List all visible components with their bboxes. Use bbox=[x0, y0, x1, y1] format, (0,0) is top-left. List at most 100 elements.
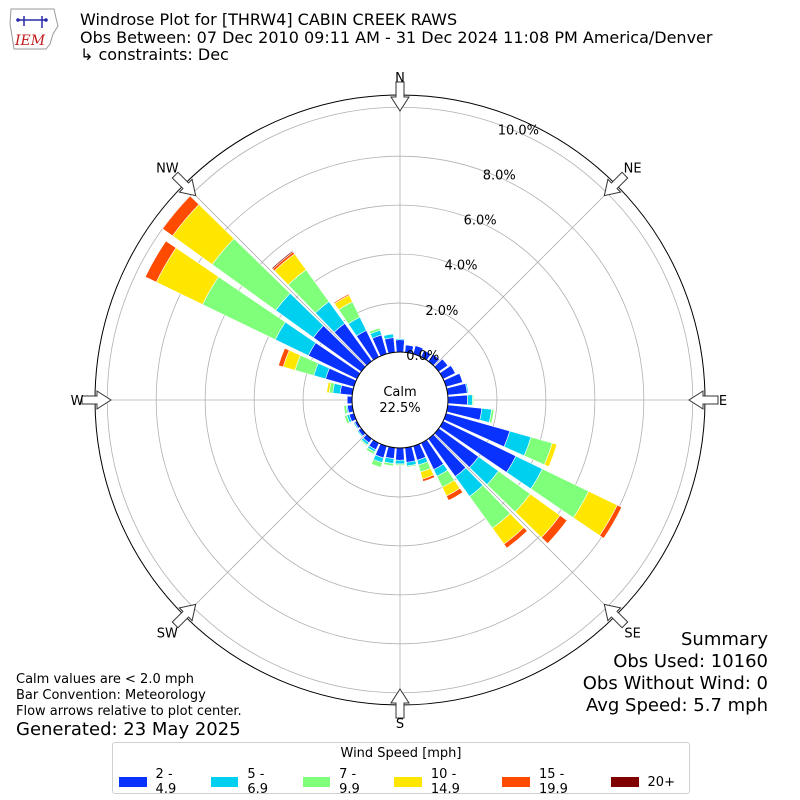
direction-arrow bbox=[603, 603, 629, 629]
windrose-bar-segment bbox=[370, 459, 383, 468]
legend-swatch bbox=[502, 777, 530, 787]
legend-swatch bbox=[210, 777, 239, 787]
windrose-bar-segment bbox=[394, 459, 406, 465]
iem-logo: IEM bbox=[9, 8, 59, 50]
legend-swatch bbox=[302, 777, 331, 787]
windrose-bar-segment bbox=[356, 429, 364, 438]
direction-arrow bbox=[171, 603, 197, 629]
windrose-bar-segment bbox=[395, 338, 405, 341]
legend-swatch bbox=[394, 777, 422, 787]
direction-arrow bbox=[603, 171, 629, 197]
direction-label: NE bbox=[624, 161, 642, 176]
direction-arrows bbox=[81, 81, 719, 719]
windrose-bar-segment bbox=[395, 339, 405, 353]
radial-tick-label: 4.0% bbox=[444, 259, 477, 274]
direction-label: S bbox=[396, 717, 404, 732]
windrose-bar-segment bbox=[465, 382, 469, 394]
chart-constraints: ↳ constraints: Dec bbox=[80, 45, 229, 64]
windrose-bar-segment bbox=[344, 414, 350, 425]
legend-item: 15 - 19.9 bbox=[502, 767, 596, 797]
angular-gridline bbox=[184, 184, 367, 367]
legend-item: 7 - 9.9 bbox=[302, 767, 381, 797]
radial-tick-label: 2.0% bbox=[425, 304, 458, 319]
windrose-bar-segment bbox=[488, 408, 495, 424]
windrose-bar-segment bbox=[395, 447, 405, 461]
direction-arrow bbox=[390, 81, 410, 112]
direction-arrow bbox=[171, 171, 197, 197]
windrose-bar-segment bbox=[503, 526, 528, 549]
angular-gridline bbox=[433, 184, 616, 367]
direction-label: E bbox=[719, 394, 727, 409]
legend-label: 20+ bbox=[647, 774, 675, 790]
windrose-bar-segment bbox=[333, 293, 350, 305]
windrose-bar-segment bbox=[446, 487, 464, 501]
windrose-bar-segment bbox=[278, 347, 290, 368]
logo-text: IEM bbox=[14, 33, 46, 49]
windrose-bar-segment bbox=[541, 514, 568, 544]
legend-items: 2 - 4.9 5 - 6.9 7 - 9.9 10 - 14.9 15 - 19.9 2… bbox=[119, 767, 689, 797]
summary-avg-speed: Avg Speed: 5.7 mph bbox=[586, 695, 768, 716]
legend-title: Wind Speed [mph] bbox=[340, 746, 462, 761]
legend-label: 15 - 19.9 bbox=[539, 767, 568, 797]
legend-label: 5 - 6.9 bbox=[247, 767, 269, 797]
windrose-bar-segment bbox=[346, 395, 353, 405]
summary-title: Summary bbox=[681, 629, 768, 650]
direction-label: SW bbox=[157, 627, 178, 642]
direction-label: W bbox=[71, 394, 84, 409]
windrose-bar-segment bbox=[360, 439, 369, 447]
direction-arrow bbox=[81, 390, 112, 410]
windrose-bar-segment bbox=[368, 327, 381, 335]
calm-value: 22.5% bbox=[379, 401, 420, 416]
windrose-bar-segment bbox=[383, 461, 394, 467]
windrose-bar-segment bbox=[406, 463, 417, 468]
flow-arrows-note: Flow arrows relative to plot center. bbox=[16, 704, 242, 719]
angular-gridline bbox=[184, 433, 367, 616]
radial-tick-label: 6.0% bbox=[464, 214, 497, 229]
direction-arrow bbox=[688, 390, 719, 410]
radial-tick-label: 10.0% bbox=[498, 124, 539, 139]
windrose-bar-segment bbox=[471, 394, 474, 406]
generated-date: Generated: 23 May 2025 bbox=[16, 719, 241, 740]
summary-obs-used: Obs Used: 10160 bbox=[613, 651, 768, 672]
legend-item: 5 - 6.9 bbox=[210, 767, 289, 797]
windrose-bar-segment bbox=[365, 447, 376, 455]
legend-item: 2 - 4.9 bbox=[119, 767, 197, 797]
windrose-bar-segment bbox=[599, 504, 623, 539]
chart-subtitle: Obs Between: 07 Dec 2010 09:11 AM - 31 D… bbox=[80, 28, 713, 47]
legend-label: 7 - 9.9 bbox=[339, 767, 360, 797]
windrose-bars bbox=[144, 195, 623, 549]
calm-note: Calm values are < 2.0 mph bbox=[16, 672, 195, 687]
windrose-bar-segment bbox=[447, 394, 468, 406]
windrose-bar-segment bbox=[144, 240, 177, 283]
legend: Wind Speed [mph] 2 - 4.9 5 - 6.9 7 - 9.9 10… bbox=[112, 742, 690, 797]
windrose-bar-segment bbox=[326, 381, 332, 394]
legend-swatch bbox=[119, 777, 147, 787]
windrose-bar-segment bbox=[543, 442, 558, 468]
radial-tick-label: 0.0% bbox=[406, 349, 439, 364]
legend-label: 10 - 14.9 bbox=[430, 767, 460, 797]
direction-arrow bbox=[390, 688, 410, 719]
calm-circle bbox=[351, 351, 449, 449]
windrose-bar-segment bbox=[467, 394, 473, 406]
legend-item: 20+ bbox=[610, 767, 675, 797]
radial-tick-labels: 0.0% 2.0% 4.0% 6.0% 8.0% 10.0% bbox=[406, 124, 539, 364]
windrose-bar-segment bbox=[394, 463, 406, 466]
direction-labels: N NE E SE S SW W NW bbox=[71, 71, 728, 732]
direction-label: SE bbox=[624, 627, 640, 642]
bar-convention-note: Bar Convention: Meteorology bbox=[16, 688, 206, 703]
windrose-bar-segment bbox=[353, 421, 359, 430]
windrose-bar-segment bbox=[343, 405, 348, 415]
legend-swatch bbox=[610, 777, 639, 787]
direction-label: NW bbox=[156, 161, 179, 176]
legend-item: 10 - 14.9 bbox=[394, 767, 488, 797]
windrose-bar-segment bbox=[271, 250, 294, 270]
windrose-bar-segment bbox=[422, 474, 436, 482]
windrose-bar-segment bbox=[162, 195, 200, 237]
radial-tick-label: 8.0% bbox=[483, 169, 516, 184]
direction-label: N bbox=[395, 71, 405, 86]
calm-label: Calm bbox=[383, 385, 416, 400]
angular-gridline bbox=[433, 433, 616, 616]
windrose-bar-segment bbox=[383, 333, 394, 340]
summary-obs-without-wind: Obs Without Wind: 0 bbox=[582, 673, 768, 694]
